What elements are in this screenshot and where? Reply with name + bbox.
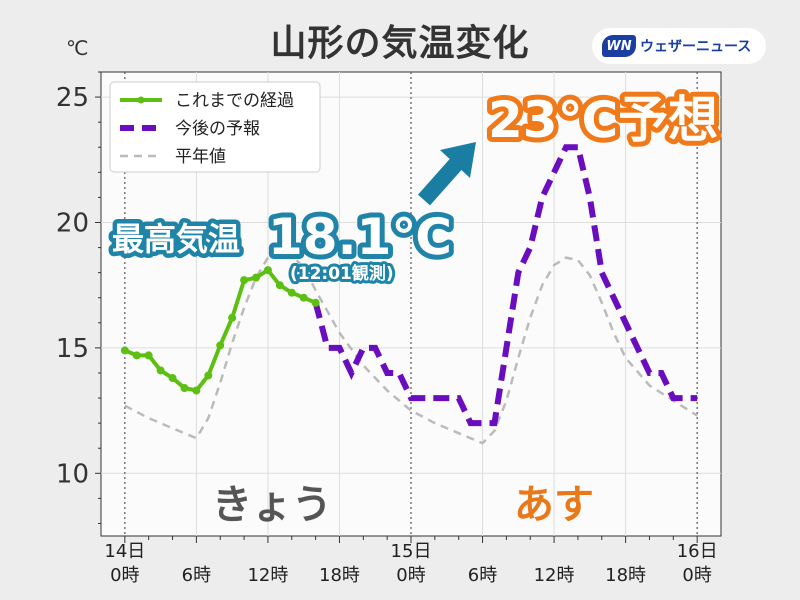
legend-normal-label: 平年値 [175,147,226,167]
forecast-peak-label: 23℃予想 [488,91,718,149]
data-point [275,281,284,290]
arrow-icon [418,142,476,206]
max-temp-time: (12:01観測) [290,263,394,284]
data-point [240,276,249,285]
data-point [299,293,308,302]
data-point [168,373,177,382]
today-label: きょう [212,482,332,528]
x-tick-label: 6時 [468,565,497,586]
y-unit-label: ℃ [66,36,89,60]
x-tick-label: 15日 0時 [391,541,432,586]
max-temp-value: 18.1℃ [268,208,452,266]
data-point [156,366,165,375]
data-point [144,351,153,360]
y-tick-label: 10 [56,459,89,489]
y-axis: 10 15 20 25 [56,71,101,524]
x-tick-label: 18時 [319,565,360,586]
x-tick-label: 14日 0時 [104,541,145,586]
y-tick-label: 20 [56,208,89,238]
series-line-dashed [312,144,698,427]
tomorrow-label: あす [514,482,594,528]
max-temp-label: 最高気温 [112,220,240,258]
data-point [132,351,141,360]
data-point [192,386,201,395]
legend: これまでの経過 今後の予報 平年値 [109,81,321,173]
x-tick-label: 12時 [247,565,288,586]
weathernews-logo-icon: WN [602,35,636,57]
x-axis: 14日 0時 6時 12時 18時 15日 0時 6時 12時 18時 16日 0時 [104,536,718,586]
data-point [287,288,296,297]
data-point [252,273,260,282]
series-line-dashed-gray [124,248,698,445]
legend-observed-label: これまでの経過 [175,91,294,111]
brand-name: ウェザーニュース [640,39,752,55]
x-tick-label: 6時 [182,565,211,586]
max-temp-annotation: 最高気温 18.1℃ (12:01観測) [108,203,457,287]
data-point [120,346,129,355]
day-boundary-lines [124,72,698,536]
data-point [216,341,225,350]
data-point [263,266,272,275]
series-layer [120,144,698,445]
x-tick-label: 16日 0時 [677,541,718,586]
x-tick-label: 12時 [534,565,575,586]
data-point [204,371,213,380]
legend-box [109,81,321,173]
x-tick-label: 18時 [605,565,646,586]
data-point [228,313,237,322]
legend-forecast-label: 今後の予報 [175,119,260,139]
legend-observed-marker [137,96,145,104]
chart-title: 山形の気温変化 [270,23,530,64]
brand-logo: WN ウェザーニュース [592,28,766,64]
data-point [180,384,189,393]
y-tick-label: 15 [56,334,89,364]
data-point [311,298,320,307]
y-tick-label: 25 [56,83,89,113]
